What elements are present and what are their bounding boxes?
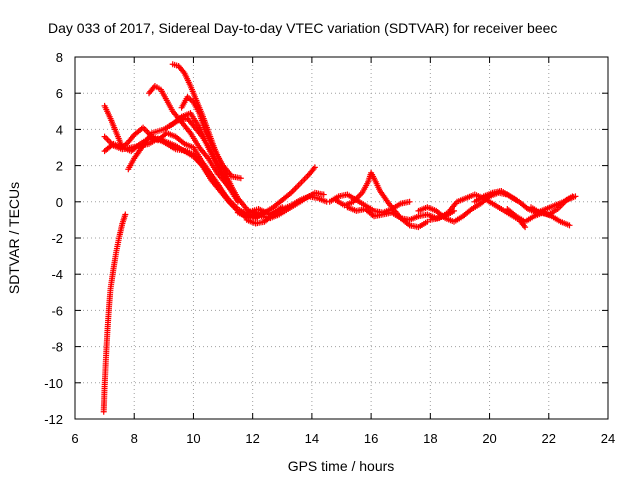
data-point	[237, 175, 244, 182]
y-tick-label: -8	[51, 340, 63, 355]
series-arc-h	[166, 115, 241, 205]
x-tick-label: 22	[542, 431, 556, 446]
plot-frame	[74, 56, 609, 420]
y-tick-label: 0	[56, 195, 63, 210]
data-point	[311, 164, 318, 171]
y-tick-label: 4	[56, 122, 63, 137]
y-tick-label: -4	[51, 267, 63, 282]
chart-title: Day 033 of 2017, Sidereal Day-to-day VTE…	[48, 20, 557, 36]
y-tick-label: 2	[56, 159, 63, 174]
x-tick-label: 8	[131, 431, 138, 446]
x-tick-label: 16	[364, 431, 378, 446]
ticks	[74, 56, 609, 420]
data-point	[522, 224, 529, 231]
series-arc-f	[169, 61, 268, 220]
series-arc-s	[528, 193, 579, 218]
data-point	[320, 191, 327, 198]
data-point	[406, 198, 413, 205]
grid	[75, 57, 608, 419]
y-tick-label: -6	[51, 303, 63, 318]
y-tick-label: -2	[51, 231, 63, 246]
y-tick-label: -12	[44, 412, 63, 427]
x-tick-label: 24	[601, 431, 615, 446]
x-tick-label: 12	[245, 431, 259, 446]
data-point	[566, 222, 573, 229]
y-tick-label: 6	[56, 86, 63, 101]
data-points	[100, 61, 579, 415]
x-tick-label: 20	[482, 431, 496, 446]
y-tick-label: 8	[56, 50, 63, 65]
x-tick-labels: 6 8 10 12 14 16 18 20 22 24	[71, 431, 615, 446]
x-tick-label: 10	[186, 431, 200, 446]
data-point	[187, 96, 194, 103]
x-tick-label: 6	[71, 431, 78, 446]
y-tick-labels: -12 -10 -8 -6 -4 -2 0 2 4 6 8	[44, 50, 63, 427]
series-arc-k	[249, 189, 327, 222]
series-arc-l	[332, 169, 431, 231]
data-point	[122, 211, 129, 218]
data-point	[234, 198, 241, 205]
series-arc-rising	[100, 211, 129, 415]
x-axis-label: GPS time / hours	[288, 458, 395, 474]
y-tick-label: -10	[44, 376, 63, 391]
series-arc-g	[178, 93, 244, 182]
y-axis-label: SDTVAR / TECUs	[6, 182, 22, 294]
x-tick-label: 18	[423, 431, 437, 446]
x-tick-label: 14	[305, 431, 319, 446]
data-point	[572, 193, 579, 200]
